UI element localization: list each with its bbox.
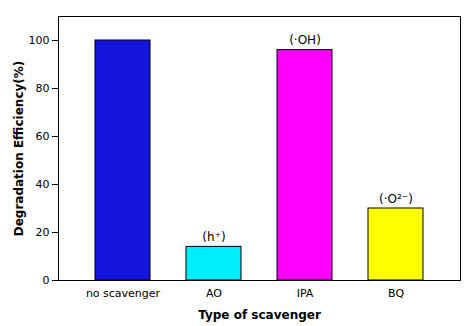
svg-text:Degradation Efficiency(%): Degradation Efficiency(%): [12, 61, 26, 237]
svg-text:BQ: BQ: [388, 287, 405, 300]
svg-text:Type of scavenger: Type of scavenger: [198, 308, 321, 322]
svg-text:no scavenger: no scavenger: [86, 287, 161, 300]
svg-text:AO: AO: [206, 287, 222, 300]
svg-text:100: 100: [29, 34, 50, 47]
svg-text:40: 40: [36, 178, 50, 191]
svg-text:(·OH): (·OH): [289, 33, 321, 47]
svg-text:80: 80: [36, 82, 50, 95]
svg-text:(h⁺): (h⁺): [202, 230, 225, 244]
svg-text:60: 60: [36, 130, 50, 143]
svg-text:0: 0: [43, 274, 50, 287]
svg-text:IPA: IPA: [297, 287, 314, 300]
svg-text:(·O²⁻): (·O²⁻): [379, 192, 413, 206]
svg-text:20: 20: [36, 226, 50, 239]
